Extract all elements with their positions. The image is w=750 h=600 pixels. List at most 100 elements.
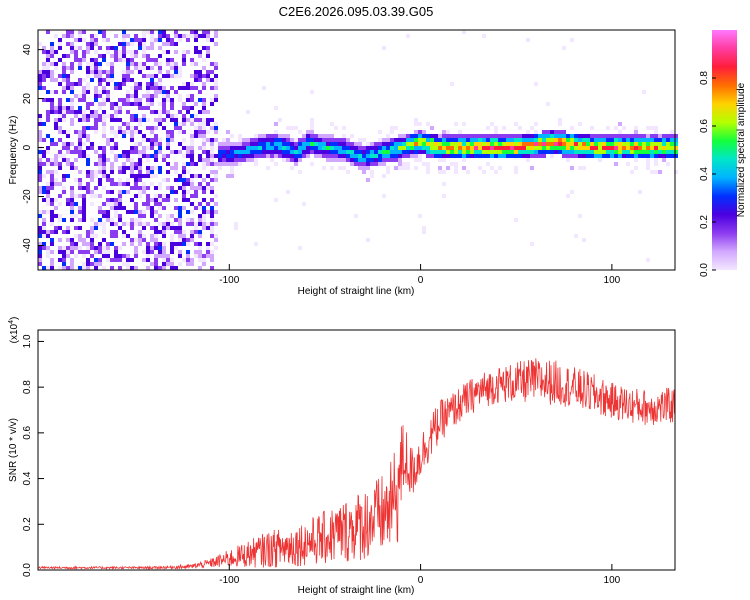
spectrogram-cell: [134, 178, 138, 182]
spectrogram-cell: [194, 118, 198, 122]
spectrogram-cell: [494, 126, 498, 130]
spectrogram-cell: [110, 242, 114, 246]
spectrogram-cell: [402, 150, 406, 154]
spectrogram-cell: [494, 142, 498, 146]
spectrogram-cell: [90, 42, 94, 46]
spectrogram-cell: [154, 94, 158, 98]
spectrogram-cell: [150, 98, 154, 102]
spectrogram-cell: [530, 154, 534, 158]
colorbar-ticks: 0.00.20.40.60.8: [699, 71, 716, 277]
spectrogram-cell: [102, 78, 106, 82]
spectrogram-cell: [166, 194, 170, 198]
spectrogram-cell: [210, 218, 214, 222]
spectrogram-cell: [158, 38, 162, 42]
spectrogram-cell: [90, 110, 94, 114]
spectrogram-cell: [190, 210, 194, 214]
spectrogram-cell: [306, 138, 310, 142]
spectrogram-cell: [78, 194, 82, 198]
snr-x-label: Height of straight line (km): [298, 585, 415, 596]
spectrogram-cell: [146, 198, 150, 202]
spectrogram-cell: [346, 170, 350, 174]
spectrogram-cell: [202, 74, 206, 78]
spectrogram-cell: [106, 74, 110, 78]
spectrogram-cell: [126, 234, 130, 238]
spectrogram-cell: [230, 134, 234, 138]
spectrogram-cell: [434, 154, 438, 158]
spectrogram-cell: [438, 146, 442, 150]
spectrogram-cell: [66, 110, 70, 114]
spectrogram-cell: [190, 262, 194, 266]
spectrogram-cell: [146, 118, 150, 122]
spectrogram-cell: [170, 74, 174, 78]
spectrogram-cell: [118, 110, 122, 114]
spectrogram-cell: [138, 214, 142, 218]
spectrogram-cell: [462, 122, 466, 126]
spectrogram-cell: [70, 238, 74, 242]
spectrogram-cell: [154, 238, 158, 242]
spectrogram-y-label: Frequency (Hz): [8, 116, 19, 185]
spectrogram-cell: [106, 98, 110, 102]
spectrogram-cell: [170, 42, 174, 46]
spectrogram-cell: [522, 142, 526, 146]
spectrogram-cell: [70, 50, 74, 54]
spectrogram-cell: [670, 150, 674, 154]
spectrogram-cell: [486, 146, 490, 150]
spectrogram-cell: [190, 58, 194, 62]
spectrogram-cell: [54, 118, 58, 122]
spectrogram-cell: [514, 142, 518, 146]
spectrogram-cell: [550, 142, 554, 146]
spectrogram-cell: [214, 174, 218, 178]
spectrogram-cell: [58, 58, 62, 62]
spectrogram-cell: [94, 226, 98, 230]
spectrogram-cell: [578, 154, 582, 158]
spectrogram-cell: [58, 194, 62, 198]
spectrogram-cell: [198, 90, 202, 94]
spectrogram-cell: [202, 106, 206, 110]
spectrogram-cell: [110, 126, 114, 130]
spectrogram-cell: [122, 30, 126, 34]
spectrogram-cell: [134, 62, 138, 66]
spectrogram-cell: [78, 266, 82, 270]
spectrogram-cell: [214, 154, 218, 158]
spectrogram-cell: [294, 142, 298, 146]
spectrogram-cell: [426, 162, 430, 166]
spectrogram-cell: [122, 42, 126, 46]
spectrogram-cell: [526, 38, 530, 42]
spectrogram-cell: [438, 150, 442, 154]
spectrogram-cell: [118, 42, 122, 46]
spectrogram-cell: [446, 154, 450, 158]
spectrogram-cell: [86, 50, 90, 54]
spectrogram-cell: [214, 86, 218, 90]
spectrogram-cell: [174, 170, 178, 174]
spectrogram-cell: [546, 130, 550, 134]
spectrogram-cell: [526, 130, 530, 134]
spectrogram-cell: [154, 186, 158, 190]
spectrogram-cell: [42, 66, 46, 70]
spectrogram-cell: [198, 98, 202, 102]
spectrogram-cell: [502, 146, 506, 150]
spectrogram-cell: [150, 58, 154, 62]
spectrogram-cell: [186, 154, 190, 158]
spectrogram-cell: [610, 150, 614, 154]
spectrogram-cell: [494, 154, 498, 158]
spectrogram-cell: [278, 142, 282, 146]
spectrogram-cell: [146, 90, 150, 94]
spectrogram-cell: [114, 130, 118, 134]
spectrogram-cell: [122, 82, 126, 86]
spectrogram-cell: [542, 150, 546, 154]
spectrogram-cell: [46, 110, 50, 114]
spectrogram-cell: [62, 146, 66, 150]
spectrogram-cell: [442, 154, 446, 158]
spectrogram-cell: [402, 138, 406, 142]
spectrogram-cell: [186, 222, 190, 226]
spectrogram-cell: [486, 126, 490, 130]
spectrogram-cell: [646, 142, 650, 146]
spectrogram-cell: [210, 162, 214, 166]
spectrogram-cell: [142, 46, 146, 50]
spectrogram-cell: [50, 250, 54, 254]
spectrogram-cell: [518, 138, 522, 142]
spectrogram-cell: [154, 166, 158, 170]
spectrogram-cell: [122, 162, 126, 166]
spectrogram-cell: [634, 134, 638, 138]
spectrogram-cell: [66, 106, 70, 110]
